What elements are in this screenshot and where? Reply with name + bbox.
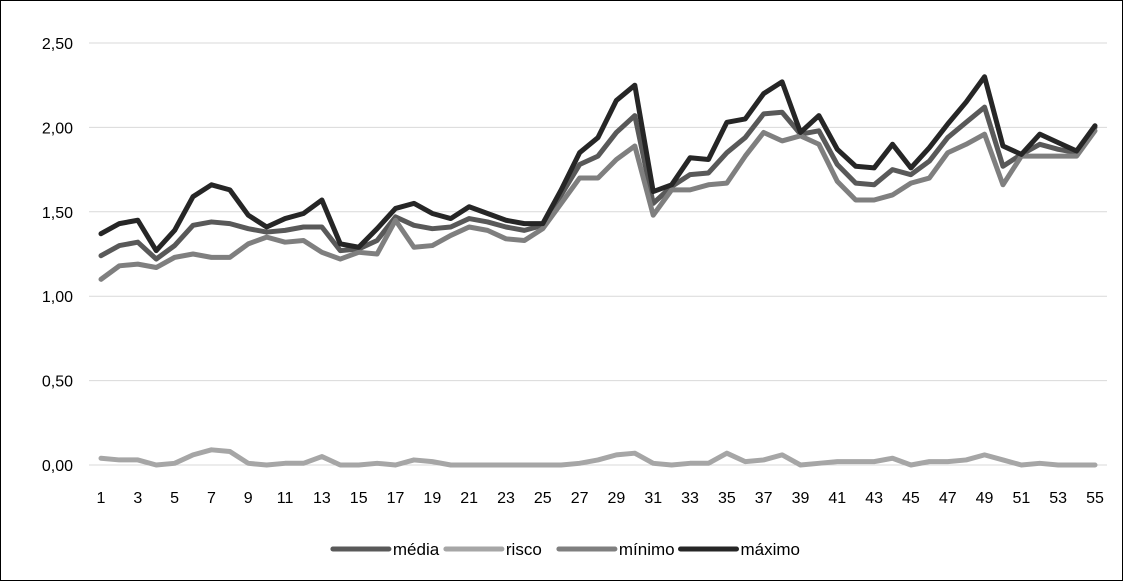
- x-axis-tick-labels: 1 3 5 7 9 11 13 15 17 19 21 23 25 27 29 31 33 35 37 39 41 43 4…: [97, 490, 1104, 507]
- gridlines: [89, 42, 1107, 466]
- x-tick-label: 29: [608, 490, 626, 507]
- legend: média risco mínimo máximo: [330, 540, 801, 559]
- x-tick-label: 39: [792, 490, 810, 507]
- x-tick-label: 21: [460, 490, 478, 507]
- legend-label: risco: [506, 540, 542, 559]
- x-tick-label: 41: [828, 490, 846, 507]
- series-line: [98, 447, 1098, 468]
- x-tick-label: 35: [718, 490, 736, 507]
- x-tick-label: 47: [939, 490, 957, 507]
- x-tick-label: 37: [755, 490, 773, 507]
- series-line: [98, 74, 1098, 254]
- x-tick-label: 53: [1049, 490, 1067, 507]
- x-tick-label: 9: [244, 490, 253, 507]
- x-tick-label: 17: [387, 490, 405, 507]
- series-line: [98, 104, 1098, 262]
- x-tick-label: 5: [170, 490, 179, 507]
- x-tick-label: 49: [976, 490, 994, 507]
- x-tick-label: 15: [350, 490, 368, 507]
- series-line: [98, 128, 1098, 282]
- y-tick-label: 2,50: [42, 36, 73, 53]
- x-tick-label: 3: [133, 490, 142, 507]
- series-lines: [98, 74, 1098, 468]
- x-tick-label: 31: [644, 490, 662, 507]
- x-tick-label: 19: [423, 490, 441, 507]
- y-tick-label: 1,50: [42, 205, 73, 222]
- x-tick-label: 45: [902, 490, 920, 507]
- y-tick-label: 0,00: [42, 458, 73, 475]
- y-axis-tick-labels: 0,00 0,50 1,00 1,50 2,00 2,50: [42, 36, 73, 475]
- legend-label: mínimo: [619, 540, 675, 559]
- x-tick-label: 27: [571, 490, 589, 507]
- y-tick-label: 1,00: [42, 289, 73, 306]
- x-tick-label: 13: [313, 490, 331, 507]
- y-tick-label: 2,00: [42, 120, 73, 137]
- x-tick-label: 33: [681, 490, 699, 507]
- legend-label: média: [393, 540, 440, 559]
- x-tick-label: 23: [497, 490, 515, 507]
- x-tick-label: 55: [1086, 490, 1104, 507]
- x-tick-label: 1: [97, 490, 106, 507]
- y-tick-label: 0,50: [42, 374, 73, 391]
- x-tick-label: 11: [277, 490, 294, 507]
- x-tick-label: 7: [207, 490, 216, 507]
- legend-label: máximo: [741, 540, 801, 559]
- x-tick-label: 51: [1012, 490, 1030, 507]
- x-tick-label: 25: [534, 490, 552, 507]
- x-tick-label: 43: [865, 490, 883, 507]
